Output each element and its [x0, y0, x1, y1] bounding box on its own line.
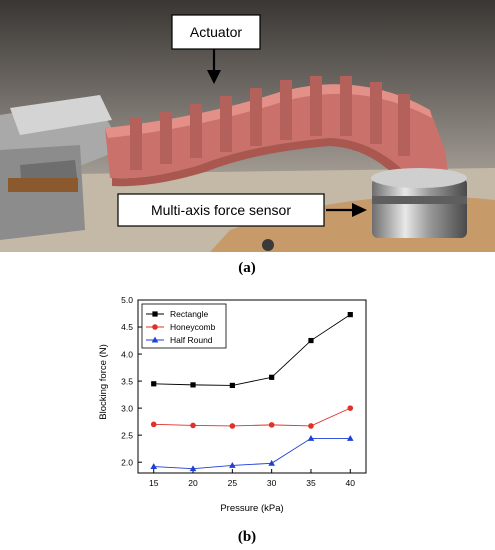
- series-half-round: [150, 435, 354, 472]
- legend-marker: [152, 324, 158, 330]
- actuator-label: Actuator: [190, 24, 242, 40]
- data-point: [308, 423, 314, 429]
- y-tick-label: 3.5: [121, 376, 133, 386]
- y-tick-label: 4.0: [121, 349, 133, 359]
- data-point: [347, 311, 353, 318]
- force-sensor: [262, 168, 467, 251]
- x-axis: 15 20 25 30 35 40: [149, 469, 355, 488]
- data-point: [268, 459, 275, 466]
- data-point: [268, 422, 275, 428]
- y-tick-label: 4.5: [121, 322, 133, 332]
- sensor-label: Multi-axis force sensor: [151, 202, 291, 218]
- x-tick-label: 40: [346, 478, 356, 488]
- legend: Rectangle Honeycomb Half Round: [141, 303, 227, 349]
- y-tick-label: 5.0: [121, 295, 133, 305]
- data-point: [346, 435, 354, 441]
- legend-marker: [151, 336, 159, 343]
- data-point: [229, 462, 236, 468]
- data-point: [190, 422, 196, 429]
- x-tick-label: 25: [228, 478, 238, 488]
- y-axis-title: Blocking force (N): [98, 344, 109, 420]
- plot-frame: [137, 299, 367, 474]
- legend-label: Rectangle: [170, 309, 209, 319]
- data-point: [269, 374, 275, 380]
- clamp-fixture: [0, 95, 120, 240]
- series-line: [153, 314, 351, 386]
- data-point: [229, 382, 235, 389]
- data-point: [347, 405, 354, 411]
- data-point: [190, 382, 196, 388]
- y-tick-label: 2.5: [121, 430, 133, 440]
- x-tick-label: 15: [149, 478, 159, 488]
- actuator-callout: Actuator: [171, 14, 261, 84]
- data-point: [229, 423, 236, 429]
- sensor-callout: Multi-axis force sensor: [117, 193, 367, 227]
- y-tick-label: 3.0: [121, 403, 133, 413]
- y-axis: 2.0 2.5 3.0 3.5 4.0 4.5 5.0: [121, 295, 142, 467]
- x-tick-label: 30: [267, 478, 277, 488]
- legend-label: Half Round: [170, 335, 213, 345]
- data-point: [150, 421, 157, 428]
- data-point: [308, 337, 314, 344]
- data-point: [151, 381, 157, 387]
- series-rectangle: [151, 311, 353, 389]
- series-line: [153, 437, 351, 470]
- blocking-force-chart: 2.0 2.5 3.0 3.5 4.0 4.5 5.0 15 20 25 30 35 40 Recta…: [98, 295, 367, 545]
- x-tick-label: 35: [306, 478, 316, 488]
- series-honeycomb: [150, 405, 354, 429]
- soft-actuator: [105, 76, 448, 192]
- data-point: [307, 435, 315, 441]
- y-tick-label: 2.0: [121, 457, 133, 467]
- x-axis-title: Pressure (kPa): [220, 503, 283, 514]
- caption-b: (b): [238, 529, 256, 545]
- plot-border: [137, 299, 367, 474]
- data-point: [150, 463, 158, 470]
- caption-a: (a): [238, 260, 256, 276]
- x-tick-label: 20: [188, 478, 198, 488]
- series-line: [153, 407, 351, 427]
- data-point: [189, 465, 197, 472]
- series-layer: [150, 311, 354, 472]
- actuator-photo: Actuator Multi-axis force sensor (a): [0, 0, 495, 276]
- legend-label: Honeycomb: [170, 322, 216, 332]
- legend-marker: [152, 311, 158, 317]
